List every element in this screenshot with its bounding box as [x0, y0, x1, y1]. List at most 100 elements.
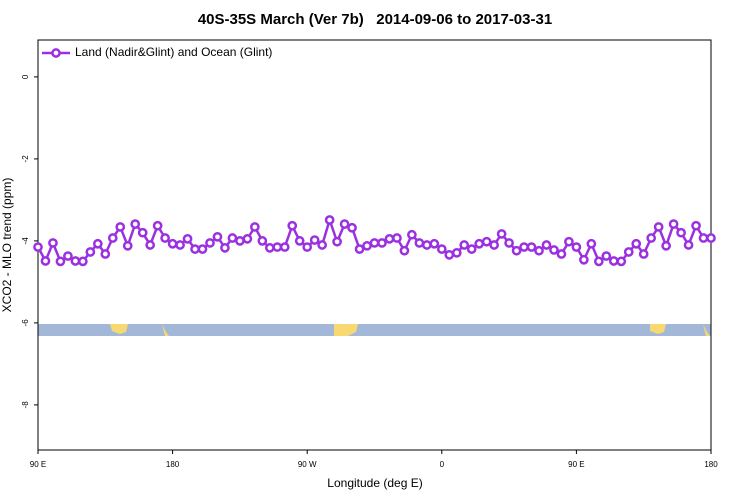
data-point	[272, 242, 283, 252]
data-point	[436, 244, 447, 254]
data-point	[407, 229, 417, 240]
data-point	[549, 245, 559, 255]
data-point	[152, 220, 163, 231]
data-point	[279, 242, 290, 252]
data-point	[63, 251, 73, 261]
data-point	[571, 242, 582, 252]
legend-marker	[51, 48, 61, 58]
data-point	[504, 238, 514, 248]
x-tick-label: 180	[704, 460, 718, 469]
data-point	[489, 240, 499, 250]
data-point	[227, 233, 238, 243]
data-point	[190, 244, 200, 254]
data-point	[339, 219, 350, 229]
data-point	[145, 240, 156, 250]
data-point	[250, 222, 260, 232]
data-point	[212, 231, 223, 242]
data-point	[481, 236, 492, 247]
x-tick-label: 90 E	[30, 460, 46, 469]
data-point	[257, 236, 268, 246]
data-point	[197, 244, 208, 254]
data-point	[369, 238, 380, 248]
data-point	[317, 240, 328, 250]
data-point	[392, 233, 402, 243]
y-axis-label: XCO2 - MLO trend (ppm)	[0, 178, 14, 313]
data-point	[160, 233, 170, 243]
data-point	[631, 238, 642, 249]
data-point	[668, 219, 679, 229]
data-point	[676, 227, 686, 238]
data-point	[324, 215, 335, 225]
data-point	[496, 229, 507, 239]
data-point	[362, 240, 372, 251]
data-point	[242, 234, 253, 244]
data-point	[608, 256, 619, 266]
data-point	[616, 256, 627, 267]
data-point	[459, 240, 470, 250]
data-point	[354, 244, 365, 254]
data-point	[466, 244, 477, 254]
data-point	[661, 240, 671, 251]
data-point	[421, 240, 432, 250]
data-point	[264, 243, 275, 253]
data-point	[115, 222, 126, 232]
x-tick-label: 90 W	[298, 460, 317, 469]
data-point	[130, 219, 141, 229]
x-tick-label: 0	[440, 460, 445, 469]
data-point	[175, 240, 185, 250]
data-point	[40, 256, 51, 266]
data-point	[579, 254, 589, 265]
data-point	[107, 233, 118, 243]
data-point	[638, 249, 649, 259]
x-tick-label: 90 E	[568, 460, 584, 469]
data-point	[429, 238, 440, 249]
x-tick-label: 180	[166, 460, 180, 469]
data-point	[526, 242, 537, 252]
y-tick-label: -8	[21, 401, 30, 409]
data-point	[534, 245, 544, 256]
data-point	[519, 242, 529, 252]
data-point	[653, 222, 664, 232]
y-tick-label: -4	[21, 237, 30, 245]
data-point	[100, 249, 111, 259]
data-point	[347, 222, 357, 233]
legend-label: Land (Nadir&Glint) and Ocean (Glint)	[75, 45, 272, 59]
data-point	[33, 242, 43, 252]
y-tick-label: -2	[21, 155, 30, 163]
y-tick-label: 0	[21, 74, 30, 79]
data-point	[593, 256, 604, 267]
data-point	[414, 238, 425, 248]
data-point	[220, 243, 230, 253]
data-point	[78, 256, 88, 267]
x-axis-label: Longitude (deg E)	[327, 476, 422, 490]
data-point	[377, 238, 387, 248]
data-point	[698, 233, 709, 243]
data-point	[235, 236, 245, 246]
data-point	[384, 234, 395, 244]
data-point	[205, 238, 215, 248]
data-point	[683, 240, 694, 250]
data-point	[586, 238, 597, 249]
data-point	[444, 249, 455, 260]
data-point	[182, 234, 193, 244]
data-point	[541, 240, 552, 250]
data-point	[451, 247, 462, 258]
data-point	[294, 236, 305, 246]
data-point	[55, 256, 66, 267]
data-point	[167, 238, 178, 249]
data-point	[309, 235, 320, 245]
data-point	[556, 249, 567, 259]
data-point	[706, 233, 716, 243]
data-point	[137, 227, 148, 238]
data-point	[601, 251, 612, 261]
data-point	[70, 256, 81, 266]
data-point	[92, 238, 103, 249]
data-point	[399, 245, 410, 256]
y-tick-label: -6	[21, 319, 30, 327]
data-point	[85, 247, 96, 257]
data-point	[474, 238, 485, 249]
data-point	[564, 236, 574, 247]
data-point	[646, 233, 657, 243]
data-point	[302, 242, 313, 252]
